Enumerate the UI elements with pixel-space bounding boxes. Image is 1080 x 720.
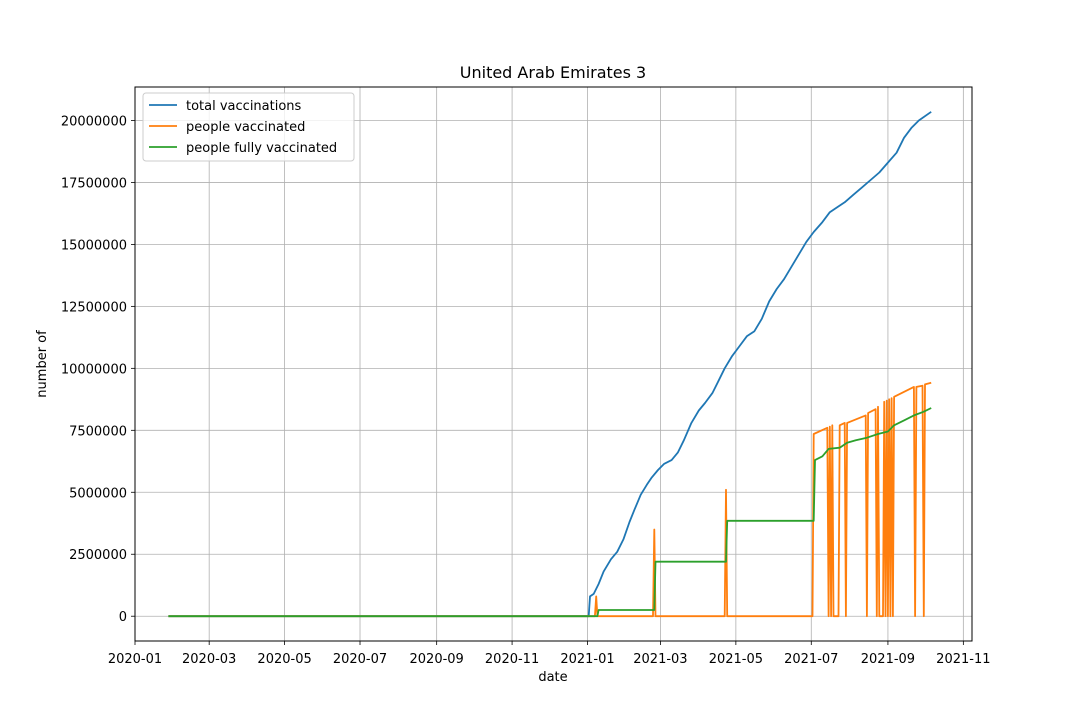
x-tick-label: 2021-09 <box>861 652 915 667</box>
series-line-people-vaccinated <box>168 381 932 618</box>
legend-box <box>142 92 355 162</box>
legend: total vaccinations people vaccinated peopl… <box>142 92 355 162</box>
y-tick-label: 2500000 <box>69 548 127 563</box>
x-tick-label: 2021-05 <box>709 652 763 667</box>
series-line-people-fully-vaccinated <box>168 407 932 618</box>
x-axis-label: date <box>538 670 567 685</box>
y-tick-label: 17500000 <box>61 176 127 191</box>
x-tick-label: 2020-03 <box>182 652 236 667</box>
x-tick-label: 2020-01 <box>108 652 162 667</box>
x-tick-label: 2020-07 <box>333 652 387 667</box>
y-tick-label: 20000000 <box>61 114 127 129</box>
y-tick-label: 5000000 <box>69 486 127 501</box>
legend-label-people-fully-vaccinated: people fully vaccinated <box>186 141 337 156</box>
x-tick-label: 2021-01 <box>560 652 614 667</box>
x-tick-label: 2020-09 <box>410 652 464 667</box>
series-line-total-vaccinations <box>168 111 932 618</box>
y-tick-label: 0 <box>119 610 127 625</box>
axis-ticks: 2020-01 2020-03 2020-05 2020-07 2020-09 2020-… <box>61 114 991 667</box>
y-tick-label: 15000000 <box>61 238 127 253</box>
chart-title: United Arab Emirates 3 <box>460 63 646 82</box>
y-axis-label: number of <box>35 330 50 398</box>
plot-area-frame <box>134 86 973 642</box>
x-tick-label: 2021-07 <box>784 652 838 667</box>
series-lines <box>168 111 932 618</box>
y-tick-label: 7500000 <box>69 424 127 439</box>
y-tick-label: 10000000 <box>61 362 127 377</box>
x-tick-label: 2021-11 <box>936 652 990 667</box>
x-tick-label: 2020-11 <box>485 652 539 667</box>
legend-label-total-vaccinations: total vaccinations <box>186 99 302 114</box>
y-tick-label: 12500000 <box>61 300 127 315</box>
legend-label-people-vaccinated: people vaccinated <box>186 120 305 135</box>
x-tick-label: 2021-03 <box>633 652 687 667</box>
x-tick-label: 2020-05 <box>257 652 311 667</box>
